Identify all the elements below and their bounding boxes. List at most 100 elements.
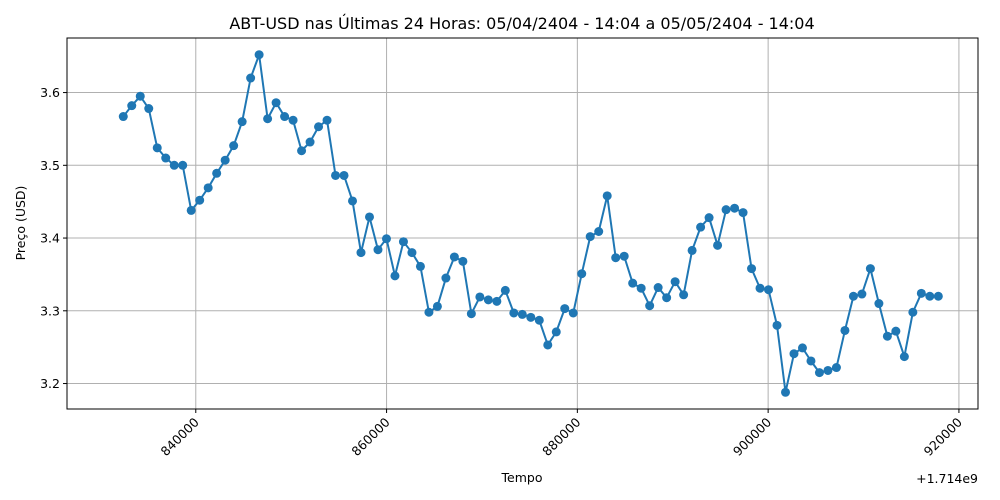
data-point xyxy=(882,331,892,341)
x-axis-label: Tempo xyxy=(501,470,543,485)
data-point xyxy=(246,73,256,83)
data-point xyxy=(534,315,544,325)
data-point xyxy=(730,203,740,213)
data-point xyxy=(229,141,239,151)
data-point xyxy=(560,304,570,314)
data-point xyxy=(679,290,689,300)
data-point xyxy=(747,264,757,274)
data-point xyxy=(645,301,655,311)
data-point xyxy=(263,114,273,124)
data-point xyxy=(432,301,442,311)
data-point xyxy=(865,264,875,274)
data-point xyxy=(178,160,188,170)
data-point xyxy=(509,308,519,318)
data-point xyxy=(517,309,527,319)
data-point xyxy=(789,349,799,359)
data-point xyxy=(568,308,578,318)
data-point xyxy=(696,222,706,232)
y-tick-label: 3.6 xyxy=(40,85,60,100)
data-point xyxy=(127,101,137,111)
data-point xyxy=(891,326,901,336)
data-point xyxy=(619,251,629,261)
data-point xyxy=(577,269,587,279)
data-point xyxy=(449,252,459,262)
data-point xyxy=(135,91,145,101)
data-point xyxy=(195,195,205,205)
data-point xyxy=(220,155,230,165)
data-point xyxy=(237,117,247,127)
y-tick-label: 3.2 xyxy=(40,376,60,391)
data-point xyxy=(925,291,935,301)
y-axis-label: Preço (USD) xyxy=(13,186,28,261)
y-tick-label: 3.3 xyxy=(40,303,60,318)
data-point xyxy=(500,285,510,295)
data-point xyxy=(628,278,638,288)
data-point xyxy=(857,289,867,299)
data-point xyxy=(297,146,307,156)
data-point xyxy=(118,112,128,122)
data-point xyxy=(823,365,833,375)
data-point xyxy=(814,368,824,378)
data-point xyxy=(483,295,493,305)
data-point xyxy=(288,115,298,125)
data-point xyxy=(415,261,425,271)
data-point xyxy=(781,387,790,397)
data-point xyxy=(254,50,264,60)
data-point xyxy=(764,285,774,295)
data-point xyxy=(916,288,926,298)
data-point xyxy=(721,205,731,215)
data-point xyxy=(492,296,502,306)
data-point xyxy=(670,277,680,287)
y-tick-label: 3.5 xyxy=(40,158,60,173)
data-point xyxy=(797,343,807,353)
data-point xyxy=(585,232,595,242)
data-point xyxy=(543,340,553,350)
x-axis-offset-label: +1.714e9 xyxy=(916,471,978,486)
data-point xyxy=(636,283,646,293)
data-point xyxy=(611,253,621,263)
data-point xyxy=(602,191,612,201)
data-point xyxy=(594,227,604,236)
data-point xyxy=(339,170,349,180)
data-point xyxy=(441,273,451,283)
data-point xyxy=(840,325,850,335)
y-tick-label: 3.4 xyxy=(40,231,60,246)
chart-title: ABT-USD nas Últimas 24 Horas: 05/04/2404… xyxy=(229,14,814,33)
data-point xyxy=(212,168,222,178)
data-point xyxy=(356,248,366,258)
data-point xyxy=(713,240,723,250)
data-point xyxy=(848,291,858,301)
data-point xyxy=(551,327,561,337)
data-point xyxy=(908,307,918,317)
data-point xyxy=(687,245,697,255)
data-point xyxy=(280,112,290,122)
data-point xyxy=(831,363,841,373)
data-point xyxy=(373,245,383,255)
data-point xyxy=(407,248,417,258)
data-point xyxy=(305,137,315,147)
data-point xyxy=(772,320,782,330)
plot-frame xyxy=(66,37,979,410)
data-point xyxy=(314,122,324,132)
data-point xyxy=(364,212,374,222)
data-point xyxy=(424,307,434,317)
data-point xyxy=(526,312,536,322)
data-point xyxy=(458,256,468,266)
data-point xyxy=(161,153,171,163)
data-point xyxy=(704,213,714,223)
data-point xyxy=(475,292,485,302)
data-point xyxy=(152,143,162,153)
series-layer xyxy=(118,50,943,397)
data-point xyxy=(398,237,408,247)
data-point xyxy=(331,170,341,180)
data-point xyxy=(348,196,358,206)
data-point xyxy=(186,205,196,215)
data-point xyxy=(899,352,909,362)
data-point xyxy=(806,356,816,366)
data-point xyxy=(755,283,765,293)
data-point xyxy=(466,309,476,319)
data-point xyxy=(653,283,663,293)
data-point xyxy=(662,293,672,303)
